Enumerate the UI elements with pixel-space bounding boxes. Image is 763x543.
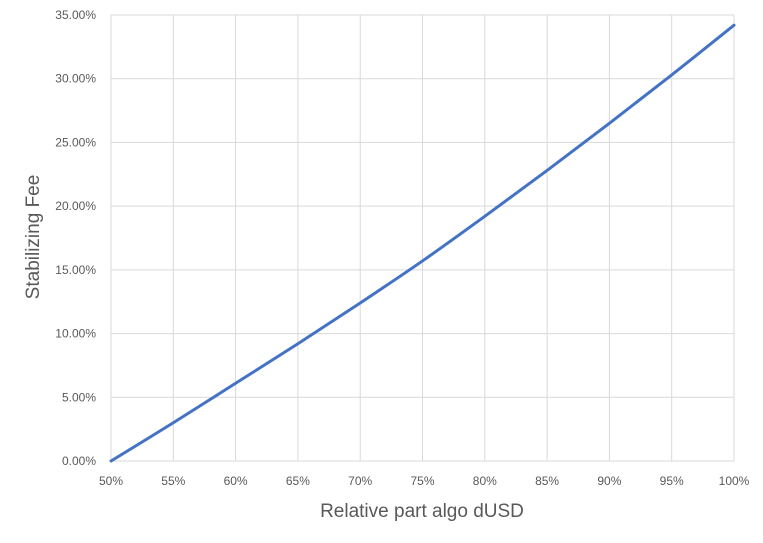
x-tick-label: 85% <box>535 474 559 488</box>
x-tick-label: 65% <box>286 474 310 488</box>
gridlines <box>110 14 735 462</box>
y-tick-label: 35.00% <box>55 8 96 22</box>
series-line <box>109 23 736 463</box>
x-tick-label: 55% <box>161 474 185 488</box>
x-tick-label: 70% <box>348 474 372 488</box>
y-axis-tick-labels: 0.00% 5.00% 10.00% 15.00% 20.00% 25.00% 30.00%… <box>55 8 96 468</box>
y-tick-label: 30.00% <box>55 72 96 86</box>
y-tick-label: 0.00% <box>62 454 96 468</box>
x-tick-label: 50% <box>99 474 123 488</box>
x-axis-title: Relative part algo dUSD <box>320 501 524 522</box>
x-axis-tick-labels: 50% 55% 60% 65% 70% 75% 80% 85% 90% 95% 100% <box>99 474 750 488</box>
x-tick-label: 95% <box>660 474 684 488</box>
series-group <box>109 23 736 463</box>
y-tick-label: 20.00% <box>55 199 96 213</box>
y-tick-label: 15.00% <box>55 263 96 277</box>
y-tick-label: 10.00% <box>55 327 96 341</box>
x-tick-label: 60% <box>224 474 248 488</box>
x-tick-label: 80% <box>473 474 497 488</box>
x-tick-label: 90% <box>597 474 621 488</box>
y-axis-title: Stabilizing Fee <box>23 175 44 300</box>
x-tick-label: 75% <box>410 474 434 488</box>
x-tick-label: 100% <box>719 474 750 488</box>
y-tick-label: 5.00% <box>62 390 96 404</box>
y-tick-label: 25.00% <box>55 135 96 149</box>
